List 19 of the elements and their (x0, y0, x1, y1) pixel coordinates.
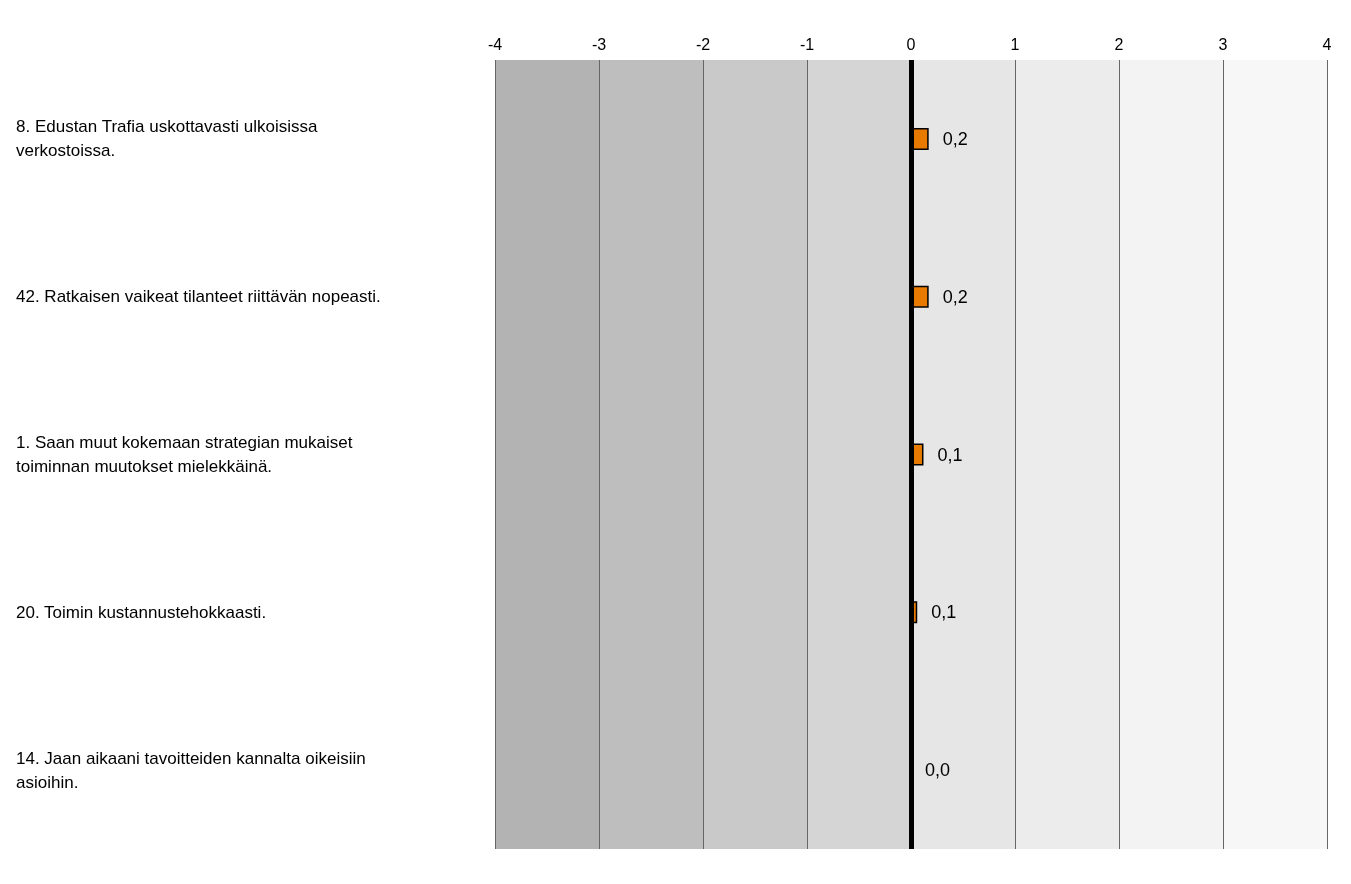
y-tick-label: 14. Jaan aikaani tavoitteiden kannalta oikeisiin asioihin. (16, 748, 371, 792)
x-tick-label: 4 (1322, 35, 1332, 53)
data-label: 0,2 (942, 286, 968, 307)
y-tick-label: 20. Toimin kustannustehokkaasti. (16, 602, 267, 622)
y-tick-label: 8. Edustan Trafia uskottavasti ulkoisissa verkostoissa. (16, 117, 323, 161)
x-tick-label: -3 (591, 35, 607, 53)
data-label: 0,0 (925, 760, 951, 781)
data-label: 0,2 (942, 128, 968, 149)
data-label: 0,1 (931, 602, 957, 623)
x-tick-label: 1 (1010, 35, 1020, 53)
x-tick-label: -2 (695, 35, 711, 53)
y-tick-label: 42. Ratkaisen vaikeat tilanteet riittävän nopeasti. (16, 287, 381, 307)
data-label: 0,1 (937, 444, 963, 465)
x-tick-label: 0 (906, 35, 916, 53)
x-tick-label: 2 (1114, 35, 1124, 53)
x-tick-label: -4 (487, 35, 503, 53)
y-tick-label: 1. Saan muut kokemaan strategian mukaiset toiminnan muutokset mielekkäinä. (16, 433, 358, 476)
x-tick-label: 3 (1218, 35, 1228, 53)
x-tick-label: -1 (799, 35, 815, 53)
